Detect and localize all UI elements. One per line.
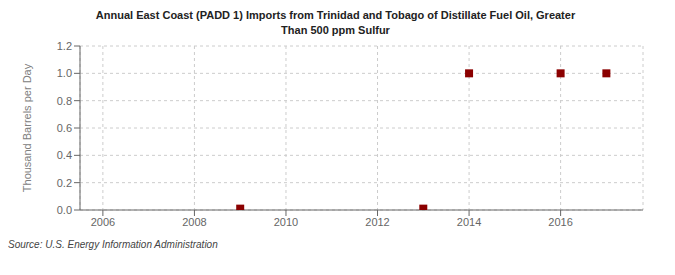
svg-text:1.2: 1.2 xyxy=(57,40,72,52)
html-text:Annual East Coast (PADD 1) Imp: Annual East Coast (PADD 1) Imports from … xyxy=(95,9,576,21)
html-text:Than 500 ppm Sulfur: Than 500 ppm Sulfur xyxy=(281,24,390,36)
svg-text:2014: 2014 xyxy=(457,216,481,228)
svg-text:0.8: 0.8 xyxy=(57,95,72,107)
svg-text:1.0: 1.0 xyxy=(57,67,72,79)
svg-text:0.0: 0.0 xyxy=(57,204,72,216)
svg-text:2016: 2016 xyxy=(548,216,572,228)
svg-text:0.6: 0.6 xyxy=(57,122,72,134)
svg-text:2008: 2008 xyxy=(182,216,206,228)
svg-text:0.4: 0.4 xyxy=(57,149,72,161)
html-text:Source: U.S. Energy Informatio: Source: U.S. Energy Information Administ… xyxy=(8,239,218,250)
svg-text:Thousand Barrels per Day: Thousand Barrels per Day xyxy=(21,63,33,192)
svg-text:2010: 2010 xyxy=(274,216,298,228)
svg-text:0.2: 0.2 xyxy=(57,177,72,189)
svg-text:2012: 2012 xyxy=(365,216,389,228)
svg-text:2006: 2006 xyxy=(91,216,115,228)
